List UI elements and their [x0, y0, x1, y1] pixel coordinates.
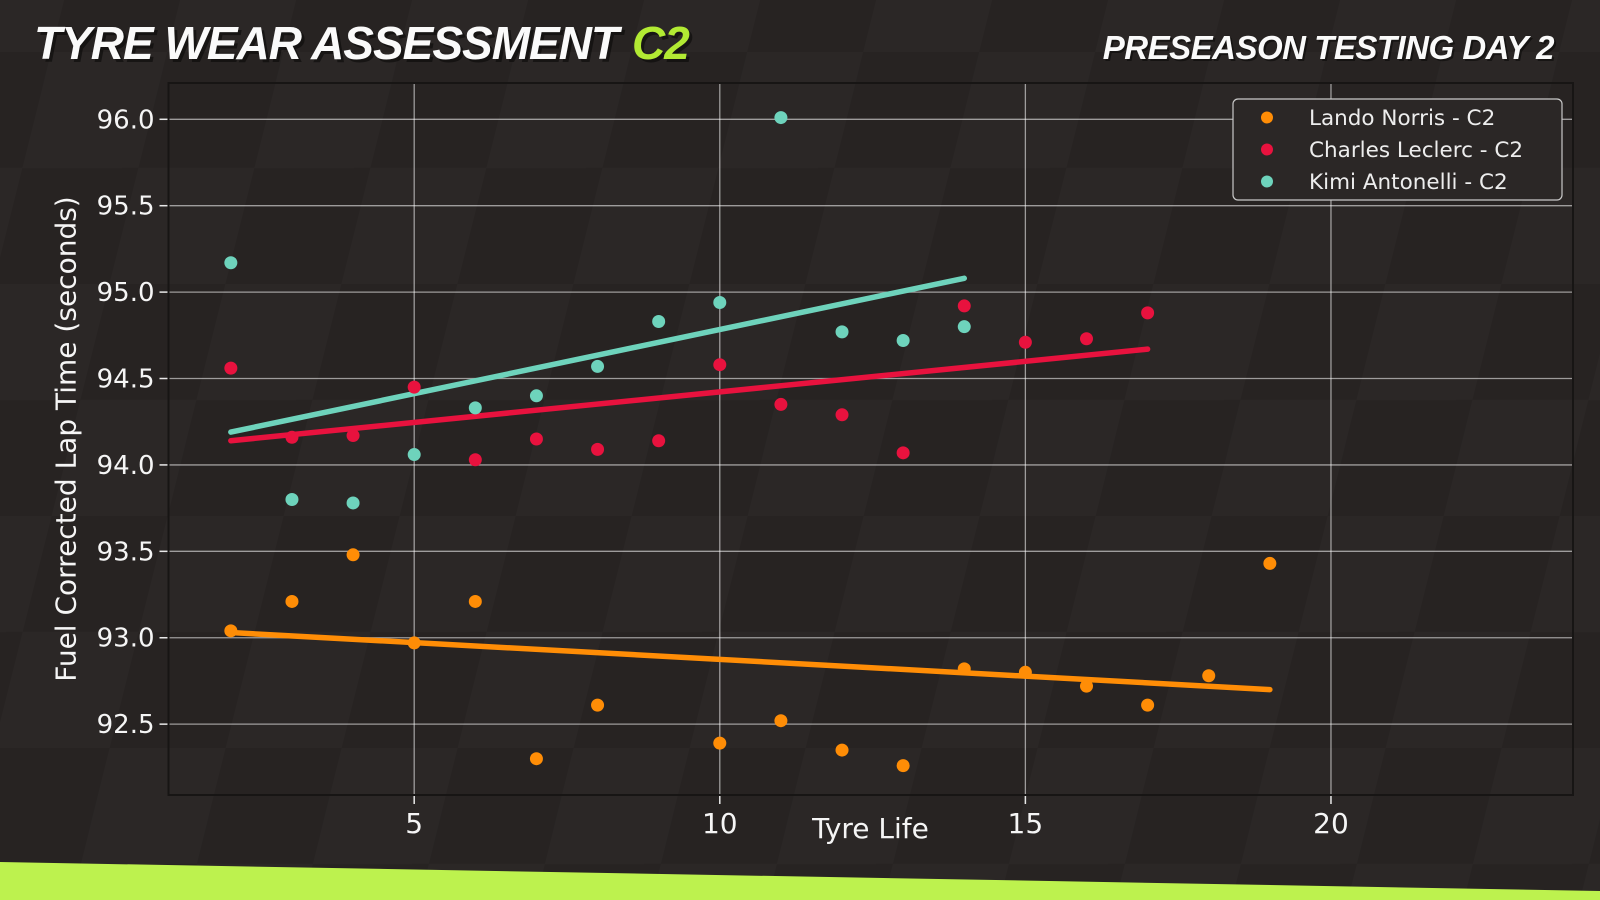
- scatter-point-leclerc: [407, 380, 421, 394]
- scatter-point-norris: [835, 743, 849, 757]
- scatter-point-antonelli: [591, 359, 605, 373]
- scatter-point-leclerc: [896, 446, 910, 460]
- scatter-point-leclerc: [346, 429, 360, 443]
- trend-line-norris: [228, 629, 1273, 693]
- scatter-point-leclerc: [774, 397, 788, 411]
- scatter-point-leclerc: [835, 408, 849, 422]
- scatter-point-leclerc: [285, 430, 299, 444]
- y-tick-label: 94.5: [97, 365, 155, 395]
- scatter-point-norris: [1141, 698, 1155, 712]
- x-tick-label: 5: [405, 807, 423, 840]
- scatter-point-norris: [407, 636, 421, 650]
- scatter-point-leclerc: [224, 361, 238, 375]
- scatter-point-norris: [468, 594, 482, 608]
- scatter-point-antonelli: [713, 295, 727, 309]
- y-tick-label: 95.5: [97, 192, 155, 222]
- scatter-point-antonelli: [285, 492, 299, 506]
- legend-label: Charles Leclerc - C2: [1309, 138, 1523, 163]
- trend-line-leclerc: [228, 346, 1151, 444]
- page-title-text: TYRE WEAR ASSESSMENT: [34, 17, 619, 69]
- scatter-point-antonelli: [896, 333, 910, 347]
- legend-swatch-antonelli: [1261, 175, 1273, 188]
- scatter-point-leclerc: [468, 453, 482, 467]
- legend-box: [1232, 98, 1563, 201]
- trend-line-antonelli: [228, 275, 968, 435]
- y-tick-label: 93.0: [97, 624, 155, 654]
- x-tick-label: 10: [702, 807, 738, 840]
- legend-swatch-leclerc: [1261, 143, 1273, 156]
- scatter-point-antonelli: [468, 401, 482, 415]
- scatter-point-antonelli: [529, 389, 543, 403]
- scatter-point-leclerc: [591, 442, 605, 456]
- scatter-point-norris: [529, 752, 543, 766]
- legend-swatch-norris: [1261, 111, 1273, 124]
- x-axis-label: Tyre Life: [812, 812, 929, 845]
- scatter-point-antonelli: [774, 111, 788, 125]
- y-tick-label: 92.5: [97, 710, 155, 740]
- legend-label: Kimi Antonelli - C2: [1309, 170, 1508, 195]
- y-tick-label: 94.0: [97, 451, 155, 481]
- title-compound-badge: C2: [632, 17, 690, 69]
- y-tick-label: 93.5: [97, 537, 155, 567]
- scatter-point-norris: [1202, 669, 1216, 683]
- y-tick-label: 95.0: [97, 278, 155, 308]
- scatter-point-norris: [774, 714, 788, 728]
- page-title: TYRE WEAR ASSESSMENT C2: [34, 16, 690, 70]
- scatter-point-leclerc: [1018, 335, 1032, 349]
- scatter-point-antonelli: [407, 448, 421, 462]
- scatter-point-leclerc: [1141, 306, 1155, 320]
- scatter-point-leclerc: [1079, 332, 1093, 346]
- page-subtitle: PRESEASON TESTING DAY 2: [1102, 29, 1555, 66]
- scatter-point-antonelli: [652, 314, 666, 328]
- y-tick-label: 96.0: [97, 105, 155, 135]
- scatter-point-norris: [1263, 556, 1277, 570]
- scatter-point-norris: [285, 594, 299, 608]
- scatter-point-antonelli: [346, 496, 360, 510]
- scatter-point-norris: [957, 662, 971, 676]
- scatter-point-norris: [591, 698, 605, 712]
- scatter-point-antonelli: [224, 256, 238, 270]
- scatter-point-antonelli: [957, 320, 971, 334]
- scatter-point-norris: [1079, 679, 1093, 693]
- scatter-point-norris: [896, 759, 910, 773]
- y-axis-label: Fuel Corrected Lap Time (seconds): [49, 196, 83, 682]
- plot-border: [167, 82, 1574, 796]
- x-tick-label: 20: [1313, 807, 1349, 840]
- scatter-point-leclerc: [652, 434, 666, 448]
- scatter-point-norris: [346, 548, 360, 562]
- legend-label: Lando Norris - C2: [1309, 106, 1495, 131]
- scatter-point-leclerc: [957, 299, 971, 313]
- scatter-point-leclerc: [713, 358, 727, 372]
- scatter-point-leclerc: [529, 432, 543, 446]
- scatter-point-norris: [224, 624, 238, 638]
- x-tick-label: 15: [1008, 807, 1044, 840]
- scatter-point-antonelli: [835, 325, 849, 339]
- scatter-point-norris: [713, 736, 727, 750]
- scatter-point-norris: [1018, 665, 1032, 679]
